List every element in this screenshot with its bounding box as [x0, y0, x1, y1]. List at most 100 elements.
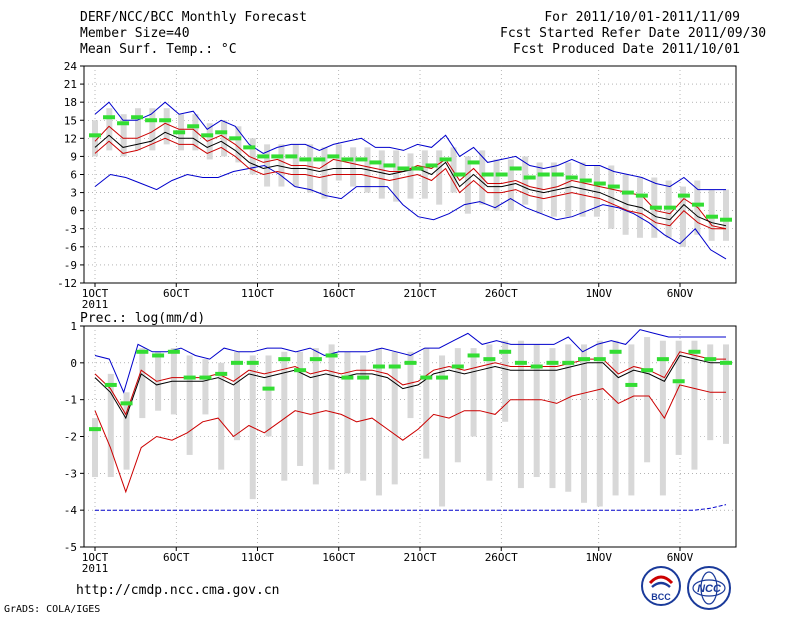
temp-median-mark [720, 217, 732, 222]
temp-max-line [94, 164, 727, 260]
prec-median-mark [89, 427, 101, 432]
prec-box [533, 344, 540, 478]
temp-ytick-label: 0 [70, 205, 77, 218]
prec-box [344, 351, 351, 474]
prec-box [596, 340, 603, 507]
temp-box [264, 144, 271, 187]
prec-box [139, 348, 146, 419]
prec-ytick-label: -5 [64, 541, 77, 554]
prec-median-mark [372, 364, 385, 369]
prec-median-mark [278, 357, 291, 362]
temp-median-mark [607, 184, 620, 189]
prec-median-mark [530, 364, 543, 369]
prec-box [281, 351, 288, 481]
prec-median-mark [357, 375, 370, 380]
temp-box [493, 159, 500, 211]
temp-box [235, 126, 242, 163]
prec-median-mark [136, 349, 149, 354]
temp-median-mark [201, 133, 214, 138]
prec-ytick-label: -2 [64, 431, 77, 444]
prec-ytick-label: 1 [70, 320, 77, 333]
prec-median-mark [625, 382, 638, 387]
prec-ytick-label: -4 [64, 504, 78, 517]
temp-median-mark [299, 157, 312, 162]
temp-box [278, 144, 285, 187]
temp-median-mark [89, 133, 101, 138]
temp-box [249, 138, 256, 175]
prec-box [644, 337, 651, 463]
prec-box [675, 340, 682, 455]
temp-box [92, 120, 98, 157]
prec-box [218, 362, 225, 470]
prec-mean-line [94, 354, 726, 420]
temp-median-mark [117, 121, 130, 126]
temp-median-mark [537, 172, 550, 177]
temp-box [723, 189, 729, 241]
temp-median-mark [635, 193, 648, 198]
temp-xtick-label: 1NOV [586, 287, 613, 300]
temp-box [120, 114, 127, 157]
variable-label: Mean Surf. Temp.: °C [80, 42, 237, 57]
prec-median-mark [341, 375, 354, 380]
temp-upper-line [94, 122, 727, 230]
prec-median-mark [436, 375, 449, 380]
temp-xtick-label: 1OCT [82, 287, 109, 300]
prec-box [407, 351, 414, 419]
temp-ytick-label: 15 [64, 114, 77, 127]
prec-box [549, 348, 556, 489]
prec-median-mark [720, 360, 732, 365]
prec-median-mark [420, 375, 433, 380]
prec-box [233, 351, 240, 441]
prec-year-label: 2011 [82, 562, 109, 575]
temp-box [550, 162, 557, 217]
temp-median-mark [103, 115, 116, 120]
prec-panel-title: Prec.: log(mm/d) [80, 311, 205, 326]
prec-box [265, 355, 272, 437]
temp-xtick-label: 26OCT [485, 287, 518, 300]
prec-lower-line [94, 384, 726, 494]
prec-median-mark [152, 353, 165, 358]
prec-median-mark [215, 371, 228, 376]
temp-ytick-label: -3 [64, 223, 77, 236]
prec-median-mark [562, 360, 575, 365]
prec-xtick-label: 1NOV [586, 551, 613, 564]
temp-box [393, 150, 400, 202]
prec-box [375, 348, 382, 496]
source-url[interactable]: http://cmdp.ncc.cma.gov.cn [76, 583, 280, 598]
temp-median-mark [565, 175, 578, 180]
temp-median-mark [467, 160, 480, 165]
prec-median-mark [309, 357, 322, 362]
temp-median-mark [355, 157, 368, 162]
prec-median-mark [104, 382, 117, 387]
header-right: For 2011/10/01-2011/11/09 Fcst Started Re… [500, 10, 766, 58]
temp-ytick-label: -12 [57, 277, 77, 290]
member-size: Member Size=40 [80, 26, 190, 41]
temp-ytick-label: -9 [64, 259, 77, 272]
temp-box [350, 147, 357, 187]
temp-median-mark [327, 154, 340, 159]
prec-box [391, 351, 398, 485]
temp-median-mark [131, 115, 144, 120]
temp-year-label: 2011 [82, 298, 109, 311]
prec-ytick-label: -3 [64, 467, 77, 480]
temp-median-mark [383, 163, 396, 168]
prec-median-mark [199, 375, 212, 380]
temp-median-mark [215, 130, 228, 135]
temp-box [622, 174, 629, 235]
temp-median-mark [313, 157, 326, 162]
temp-median-mark [257, 154, 270, 159]
ncc-logo: NCC [687, 566, 731, 610]
prec-box [659, 340, 666, 496]
temp-lower-line [94, 137, 726, 230]
prec-median-mark [641, 368, 654, 373]
temp-ytick-label: 6 [70, 169, 77, 182]
temp-xtick-label: 16OCT [322, 287, 355, 300]
temp-median-mark [495, 172, 508, 177]
temp-box [565, 162, 572, 217]
temp-ytick-label: 12 [64, 132, 77, 145]
bcc-logo-text: BCC [651, 592, 671, 602]
temp-box [307, 144, 314, 193]
prec-box [612, 340, 619, 496]
bcc-logo: BCC [641, 566, 681, 606]
ncc-logo-text: NCC [697, 583, 722, 595]
